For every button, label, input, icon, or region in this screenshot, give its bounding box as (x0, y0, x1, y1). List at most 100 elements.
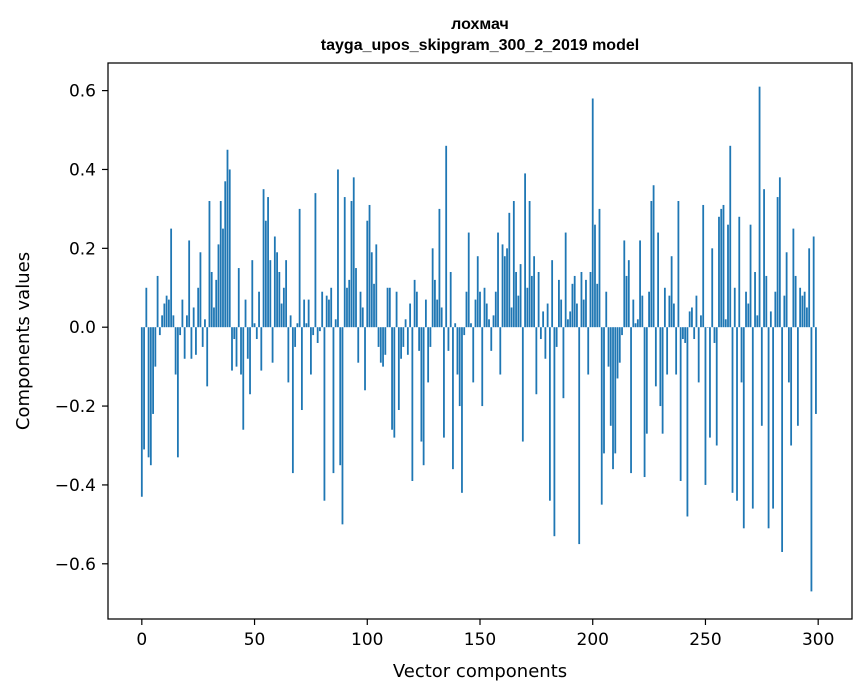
bar (490, 327, 493, 351)
bar (767, 327, 770, 529)
bar (623, 240, 626, 328)
bar (341, 327, 344, 525)
bar (682, 327, 684, 340)
bar (195, 327, 197, 355)
bar (181, 299, 184, 328)
bar (526, 287, 529, 328)
bar (474, 299, 477, 328)
bar (384, 327, 387, 355)
bar (388, 287, 391, 328)
bar (747, 303, 750, 328)
bar (650, 201, 653, 328)
bar (567, 319, 569, 328)
bar (806, 307, 808, 328)
bar (161, 315, 164, 328)
bar (321, 291, 324, 328)
bar (801, 295, 804, 328)
bar (718, 216, 720, 328)
bar (176, 327, 179, 458)
bar (323, 327, 326, 501)
bar (436, 299, 439, 328)
bar (267, 197, 269, 328)
chart-subtitle: tayga_upos_skipgram_300_2_2019 model (321, 37, 639, 54)
bar (736, 327, 738, 501)
bar (600, 327, 603, 505)
bar (370, 252, 373, 328)
bar (427, 327, 430, 383)
bar (659, 327, 662, 407)
bar (233, 327, 236, 340)
bar (510, 307, 513, 328)
bar (337, 169, 339, 328)
bar (355, 268, 357, 328)
bar (188, 240, 191, 328)
bar (760, 327, 763, 426)
bar (684, 327, 687, 343)
bar (346, 287, 348, 328)
y-tick-label: −0.2 (55, 397, 96, 417)
bar (530, 275, 533, 328)
bar (208, 201, 211, 328)
bar (156, 275, 159, 328)
bar (627, 260, 630, 328)
bar (803, 291, 806, 328)
bar (609, 327, 612, 426)
bar (312, 327, 315, 336)
bar (458, 327, 461, 407)
bar (702, 204, 705, 328)
bar (733, 287, 736, 328)
bar (663, 287, 666, 328)
bar (492, 315, 495, 328)
bar (648, 291, 650, 328)
bar (675, 327, 678, 375)
bar (393, 327, 396, 438)
x-axis-ticks: 0 50 100 150 200 250 300 (136, 619, 834, 650)
bar (449, 271, 452, 328)
bar (350, 201, 353, 328)
bar (298, 208, 301, 328)
bar (269, 260, 272, 328)
bar (598, 208, 601, 328)
bar (589, 271, 592, 328)
bar (686, 327, 689, 517)
bar (645, 327, 648, 434)
bar (731, 327, 734, 493)
bar (528, 201, 531, 328)
bar (551, 260, 554, 328)
bar (519, 264, 522, 328)
bar (172, 315, 175, 328)
bar (787, 327, 790, 383)
bar (727, 224, 729, 328)
bar (488, 319, 490, 328)
bar (666, 327, 669, 375)
bar (255, 327, 258, 340)
bar (463, 327, 466, 336)
bar (497, 232, 499, 328)
x-tick-label: 50 (244, 630, 266, 650)
bar (431, 248, 434, 328)
bar (319, 327, 321, 332)
y-axis-ticks: −0.6 −0.4 −0.2 0.0 0.2 0.4 0.6 (55, 82, 108, 575)
bar (359, 291, 362, 328)
bar (456, 327, 459, 375)
bar (745, 291, 747, 328)
bar (668, 295, 671, 328)
bar (289, 315, 292, 328)
bar (167, 299, 170, 328)
bar (614, 327, 617, 454)
bar (812, 236, 815, 328)
bar (285, 260, 288, 328)
bar (251, 260, 254, 328)
bar (278, 271, 281, 328)
bar-series (140, 86, 817, 592)
bar (163, 303, 166, 328)
bar (569, 311, 572, 328)
bar (792, 228, 795, 328)
bar (704, 327, 707, 485)
bar (406, 327, 409, 355)
bar (258, 291, 260, 328)
bar (404, 319, 407, 328)
bar (501, 244, 504, 328)
bar (508, 212, 511, 328)
x-tick-label: 300 (802, 630, 834, 650)
